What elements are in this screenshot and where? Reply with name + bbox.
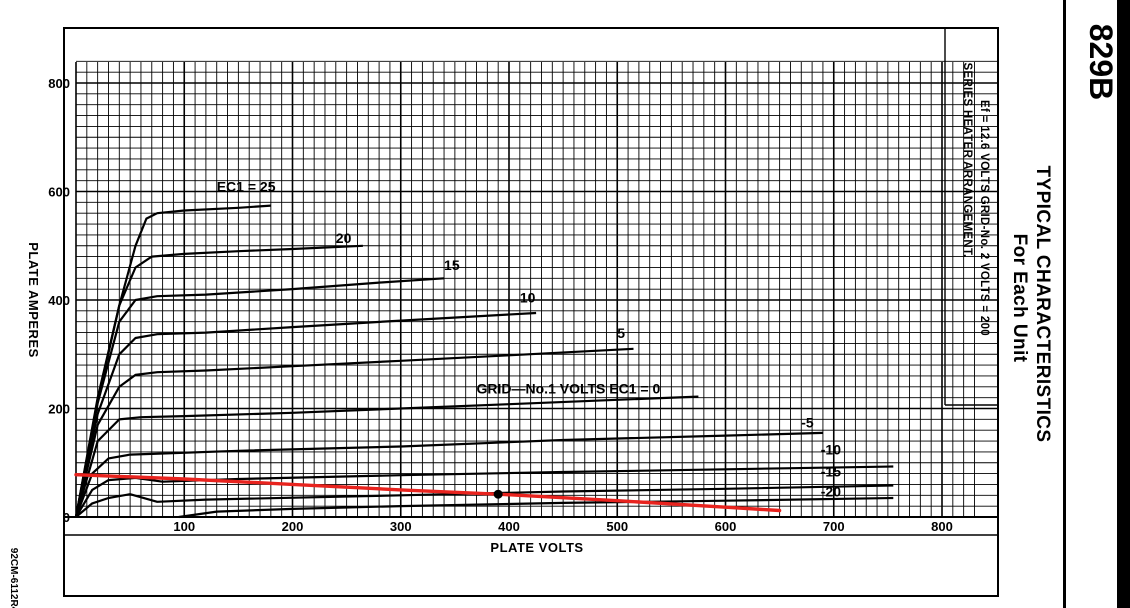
right-rule-thick	[1117, 0, 1130, 608]
curve-label: 15	[444, 257, 460, 273]
tube-type: 829B	[1083, 24, 1119, 101]
y-tick-label: 600	[48, 185, 70, 200]
curve-label: GRID—No.1 VOLTS EC1 = 0	[477, 380, 661, 396]
curve	[74, 431, 823, 518]
load-line-overlay	[74, 473, 782, 513]
y-tick-label: 200	[48, 402, 70, 417]
curve-label: -20	[821, 483, 841, 499]
chart-title: TYPICAL CHARACTERISTICS	[1032, 166, 1053, 443]
curve-label: 20	[336, 230, 352, 246]
note-line-1: Ef = 12.6 VOLTS GRID-No. 2 VOLTS = 200	[978, 100, 990, 336]
chart-subtitle: For Each Unit	[1009, 234, 1030, 363]
x-tick-label: 800	[931, 519, 953, 534]
y-tick-label: 0	[63, 510, 70, 525]
x-tick-label: 700	[823, 519, 845, 534]
curve	[74, 311, 537, 518]
y-axis-label: PLATE AMPERES	[26, 242, 41, 358]
x-tick-label: 200	[282, 519, 304, 534]
curve-label: -5	[801, 414, 814, 430]
curve-label: 5	[617, 325, 625, 341]
x-tick-label: 600	[715, 519, 737, 534]
y-tick-label: 800	[48, 76, 70, 91]
curve-label: EC1 = 25	[217, 179, 276, 195]
curve-labels: EC1 = 25 20 15 10 5 GRID—No.1 VOLTS EC1 = 0 -5…	[217, 179, 841, 500]
curve-label: -10	[821, 442, 841, 458]
curve	[74, 347, 634, 518]
drawing-number: 92CM-6112R4	[8, 548, 19, 608]
x-tick-label: 100	[173, 519, 195, 534]
y-tick-label: 400	[48, 293, 70, 308]
curve	[74, 395, 699, 518]
operating-point-marker	[493, 489, 503, 499]
x-tick-label: 500	[606, 519, 628, 534]
curve	[75, 484, 894, 518]
x-axis-label: PLATE VOLTS	[490, 540, 583, 555]
curve	[74, 277, 445, 518]
x-tick-label: 300	[390, 519, 412, 534]
plot-frame	[63, 27, 999, 597]
load-line	[74, 473, 782, 513]
x-tick-label: 400	[498, 519, 520, 534]
tick-labels: 100 200 300 400 500 600 700 800 0 200 400 600 800	[48, 76, 953, 534]
curve	[178, 496, 894, 519]
characteristic-curves	[74, 204, 894, 519]
curve	[74, 244, 363, 518]
curve-label: 10	[520, 290, 536, 306]
right-rule-thin	[1063, 0, 1066, 608]
curve-label: -15	[821, 463, 841, 479]
note-line-2: SERIES HEATER ARRANGEMENT.	[961, 62, 973, 257]
